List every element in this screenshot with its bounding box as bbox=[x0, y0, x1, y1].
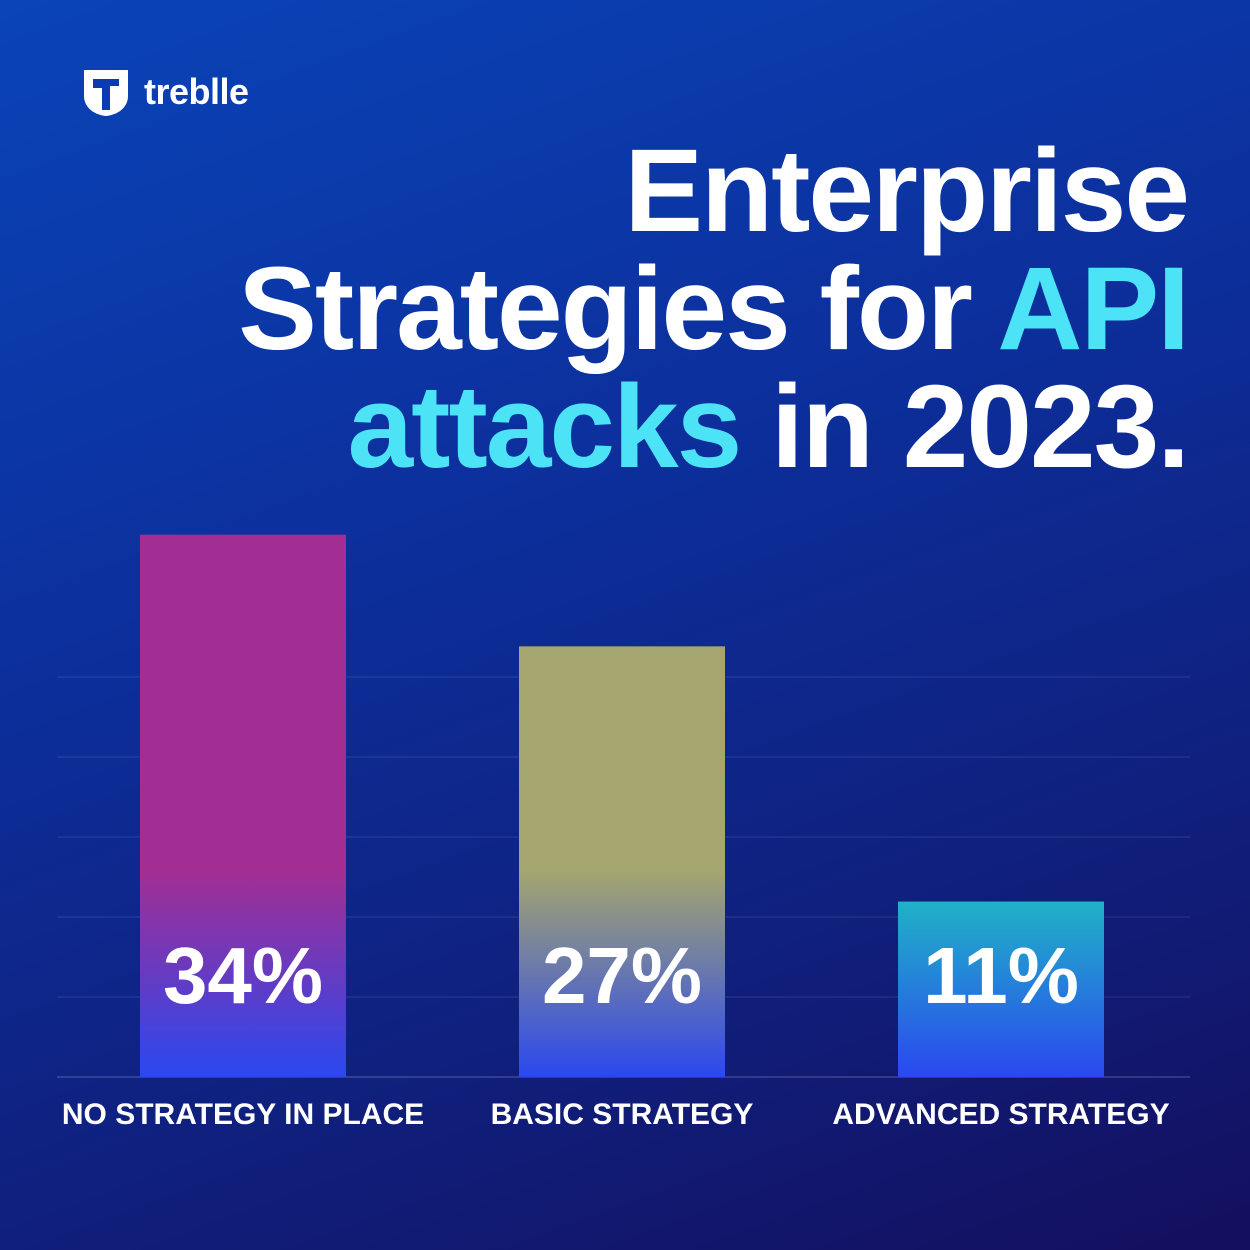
treblle-logo-icon bbox=[84, 70, 128, 116]
bar-no-strategy-in-place bbox=[140, 534, 346, 1077]
brand-logo: treblle bbox=[80, 66, 249, 118]
title-line-1: Enterprise bbox=[624, 125, 1190, 257]
page-title: Enterprise Strategies for API attacks in… bbox=[88, 132, 1190, 486]
title-line-3-highlight: attacks bbox=[347, 361, 743, 493]
title-line-2-highlight: API bbox=[997, 243, 1190, 375]
title-line-3-plain: in 2023. bbox=[740, 361, 1190, 493]
bar-value-label: 27% bbox=[542, 931, 702, 1020]
category-label: ADVANCED STRATEGY bbox=[832, 1098, 1169, 1131]
title-line-2-plain: Strategies for bbox=[238, 243, 998, 375]
bar-value-label: 34% bbox=[163, 931, 323, 1020]
bar-basic-strategy bbox=[519, 646, 725, 1077]
brand-name: treblle bbox=[144, 71, 249, 112]
category-label: BASIC STRATEGY bbox=[491, 1098, 754, 1131]
bar-value-label: 11% bbox=[923, 931, 1079, 1020]
category-label: NO STRATEGY IN PLACE bbox=[62, 1098, 424, 1131]
bar-advanced-strategy bbox=[898, 901, 1104, 1077]
